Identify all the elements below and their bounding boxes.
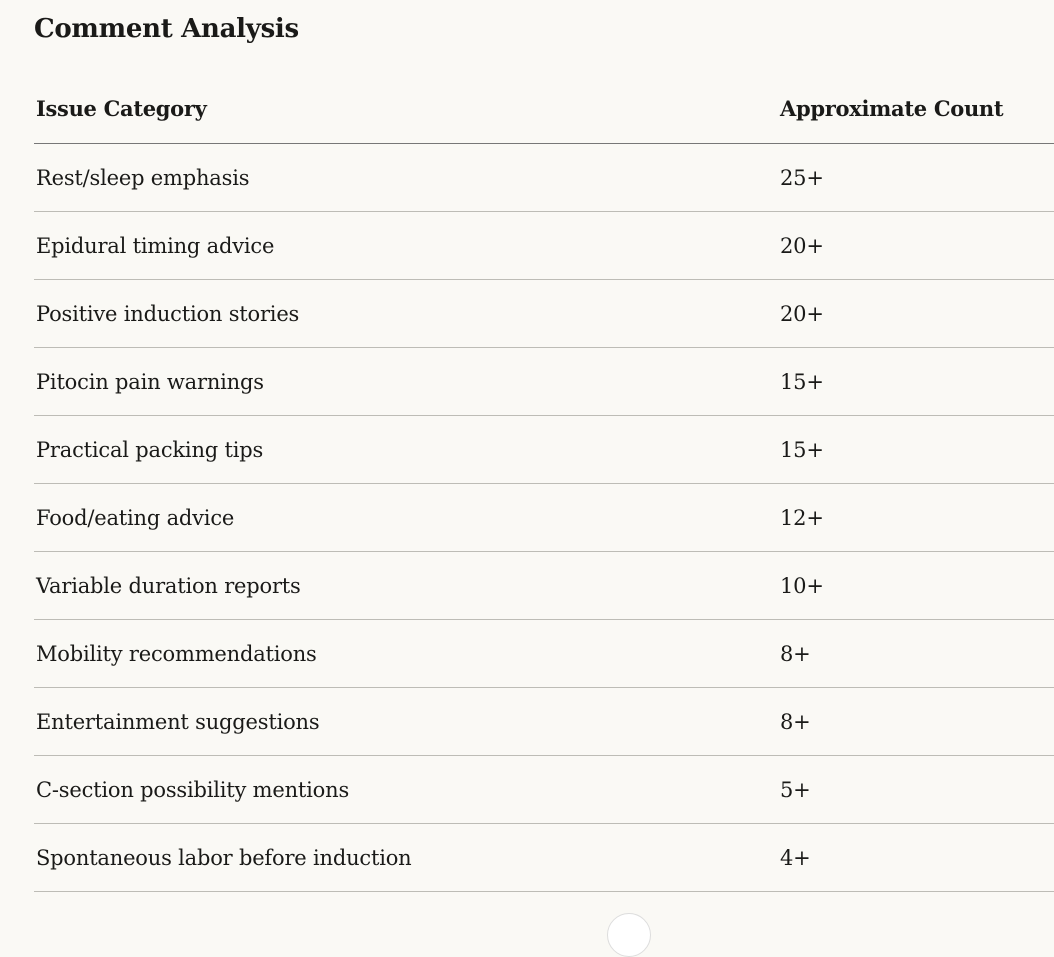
table-row: Spontaneous labor before induction 4+ — [34, 823, 1054, 892]
issue-category-cell: C-section possibility mentions — [34, 755, 778, 824]
count-cell: 8+ — [778, 687, 1054, 756]
table-row: Rest/sleep emphasis 25+ — [34, 143, 1054, 212]
issue-category-cell: Epidural timing advice — [34, 211, 778, 280]
issue-category-cell: Spontaneous labor before induction — [34, 823, 778, 892]
table-row: Variable duration reports 10+ — [34, 551, 1054, 620]
issue-category-cell: Positive induction stories — [34, 279, 778, 348]
count-cell: 20+ — [778, 211, 1054, 280]
count-cell: 15+ — [778, 347, 1054, 416]
count-cell: 20+ — [778, 279, 1054, 348]
table-header-row: Issue Category Approximate Count — [34, 74, 1054, 144]
table-row: Entertainment suggestions 8+ — [34, 687, 1054, 756]
count-cell: 10+ — [778, 551, 1054, 620]
issue-category-cell: Mobility recommendations — [34, 619, 778, 688]
table-row: Epidural timing advice 20+ — [34, 211, 1054, 280]
issue-category-cell: Entertainment suggestions — [34, 687, 778, 756]
count-cell: 15+ — [778, 415, 1054, 484]
comment-analysis-table: Issue Category Approximate Count Rest/sl… — [34, 74, 1054, 892]
count-cell: 8+ — [778, 619, 1054, 688]
count-cell: 4+ — [778, 823, 1054, 892]
table-row: Food/eating advice 12+ — [34, 483, 1054, 552]
section-title: Comment Analysis — [34, 14, 299, 44]
count-cell: 12+ — [778, 483, 1054, 552]
count-cell: 5+ — [778, 755, 1054, 824]
issue-category-cell: Pitocin pain warnings — [34, 347, 778, 416]
issue-category-cell: Food/eating advice — [34, 483, 778, 552]
issue-category-cell: Practical packing tips — [34, 415, 778, 484]
table-row: C-section possibility mentions 5+ — [34, 755, 1054, 824]
header-issue-category: Issue Category — [34, 74, 778, 144]
count-cell: 25+ — [778, 143, 1054, 212]
header-approximate-count: Approximate Count — [778, 74, 1054, 144]
issue-category-cell: Rest/sleep emphasis — [34, 143, 778, 212]
table-row: Mobility recommendations 8+ — [34, 619, 1054, 688]
table-row: Practical packing tips 15+ — [34, 415, 1054, 484]
table-row: Positive induction stories 20+ — [34, 279, 1054, 348]
issue-category-cell: Variable duration reports — [34, 551, 778, 620]
table-row: Pitocin pain warnings 15+ — [34, 347, 1054, 416]
